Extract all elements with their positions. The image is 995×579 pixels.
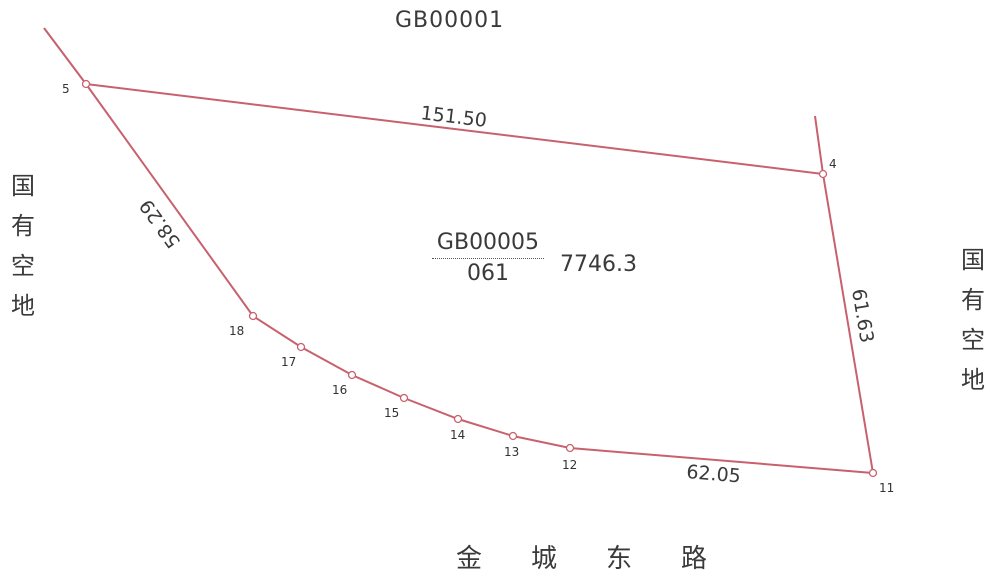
point-labels: 5 4 11 12 13 14 15 16 17 18 [62,82,894,495]
neighbor-parcel-code: GB00001 [395,8,505,33]
point-marker-12 [565,443,575,453]
road-char: 路 [681,544,708,574]
point-label-4: 4 [829,157,837,171]
left-land-char: 地 [11,292,35,320]
road-name: 金城东路 [456,538,756,575]
point-label-18: 18 [229,324,244,338]
parcel-fraction: GB00005 061 [432,230,544,286]
point-label-16: 16 [332,383,347,397]
left-land-label: 国 有 空 地 [8,166,38,326]
road-char: 金 [456,544,483,574]
road-char: 城 [531,544,558,574]
point-label-15: 15 [384,406,399,420]
point-label-13: 13 [504,445,519,459]
point-marker-15 [399,393,409,403]
left-land-char: 有 [11,212,35,240]
edge-length-south: 62.05 [686,461,742,487]
point-marker-5 [81,79,91,89]
right-land-char: 有 [961,286,985,314]
right-land-label: 国 有 空 地 [958,240,988,400]
edge-length-labels: 151.50 58.29 61.63 62.05 [135,102,877,487]
east-extension-line [814,115,824,175]
point-marker-16 [347,370,357,380]
point-marker-14 [453,414,463,424]
point-label-14: 14 [450,428,465,442]
edge-length-north: 151.50 [419,102,488,132]
point-marker-17 [296,342,306,352]
fraction-bar [432,258,544,259]
right-land-char: 国 [961,246,985,274]
right-land-char: 空 [961,326,985,354]
parcel-number: 061 [467,261,509,286]
parcel-code: GB00005 [436,230,540,255]
right-land-char: 地 [961,366,985,394]
left-land-char: 空 [11,252,35,280]
point-marker-18 [248,311,258,321]
road-char: 东 [606,544,633,574]
point-label-17: 17 [281,355,296,369]
left-land-char: 国 [11,172,35,200]
point-label-12: 12 [562,458,577,472]
parcel-area: 7746.3 [560,252,637,277]
edge-length-west: 58.29 [135,195,185,252]
point-label-11: 11 [879,481,894,495]
west-extension-line [43,27,87,85]
point-marker-11 [868,468,878,478]
point-label-5: 5 [62,82,70,96]
boundary-points [81,79,878,478]
point-marker-4 [818,169,828,179]
parcel-boundary [85,83,875,475]
point-marker-13 [508,431,518,441]
edge-length-east: 61.63 [847,287,878,344]
